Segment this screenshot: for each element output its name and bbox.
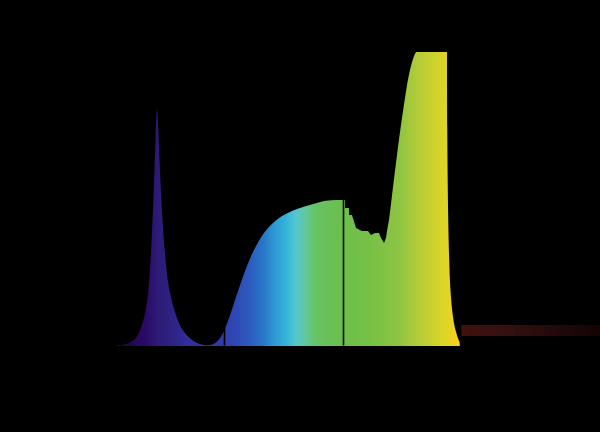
spd-curve-area [116, 52, 460, 346]
baseline-mask [0, 346, 600, 432]
nir-tail-band [460, 325, 600, 336]
